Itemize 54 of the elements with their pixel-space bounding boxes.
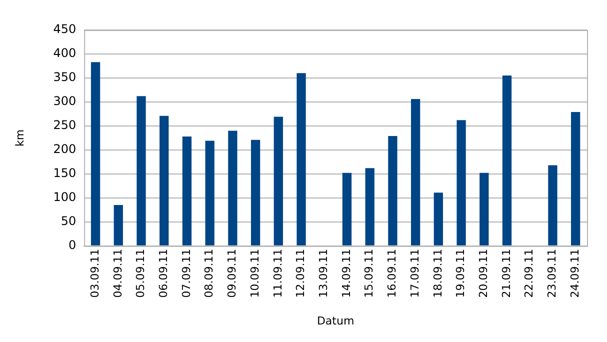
- y-tick-label: 300: [53, 94, 76, 108]
- bar: [502, 76, 512, 246]
- bar: [410, 99, 420, 246]
- y-tick-label: 200: [53, 142, 76, 156]
- bar: [250, 140, 260, 246]
- bar: [571, 112, 580, 246]
- x-tick-label: 03.09.11: [88, 248, 102, 298]
- x-tick-label: 19.09.11: [454, 248, 468, 298]
- x-tick-label: 24.09.11: [568, 248, 582, 298]
- x-tick-label: 22.09.11: [522, 248, 536, 298]
- bar: [160, 116, 169, 246]
- x-tick-label: 14.09.11: [340, 248, 353, 298]
- bar: [205, 140, 214, 246]
- x-tick-label: 09.09.11: [226, 248, 239, 298]
- x-tick-label: 12.09.11: [294, 248, 308, 298]
- bar: [456, 120, 466, 246]
- x-tick-label: 15.09.11: [362, 248, 376, 298]
- y-tick-label: 350: [53, 70, 76, 84]
- y-axis-title: km: [13, 129, 26, 146]
- bar: [434, 192, 443, 246]
- x-tick-label: 08.09.11: [202, 248, 216, 298]
- y-tick-label: 50: [60, 214, 76, 228]
- bar: [342, 172, 352, 246]
- bar: [480, 172, 489, 246]
- x-tick-label: 05.09.11: [134, 248, 148, 298]
- y-tick-label: 400: [53, 46, 76, 60]
- y-tick-label: 250: [53, 118, 76, 132]
- bar: [296, 73, 306, 246]
- x-tick-label: 04.09.11: [111, 248, 124, 298]
- x-axis-title: Datum: [316, 314, 354, 328]
- bar: [365, 168, 374, 246]
- x-tick-label: 21.09.11: [500, 248, 513, 298]
- y-tick-label: 0: [68, 238, 76, 252]
- x-tick-label: 17.09.11: [408, 248, 422, 298]
- x-tick-label: 16.09.11: [386, 248, 399, 298]
- x-tick-label: 18.09.11: [431, 248, 444, 298]
- bar: [136, 96, 146, 246]
- x-tick-label: 13.09.11: [316, 248, 330, 298]
- bar: [182, 136, 192, 246]
- bar: [114, 205, 123, 246]
- bar: [274, 116, 283, 246]
- bar: [388, 136, 398, 246]
- y-tick-label: 150: [53, 166, 76, 180]
- x-tick-label: 20.09.11: [476, 248, 490, 298]
- y-tick-label: 450: [53, 22, 76, 36]
- bar: [90, 62, 100, 246]
- x-tick-label: 10.09.11: [248, 248, 262, 298]
- x-tick-label: 07.09.11: [180, 248, 193, 298]
- x-tick-label: 23.09.11: [546, 248, 559, 298]
- x-tick-label: 11.09.11: [271, 248, 284, 298]
- bar: [548, 165, 558, 246]
- y-tick-label: 100: [53, 190, 76, 204]
- x-tick-label: 06.09.11: [156, 248, 170, 298]
- bar: [228, 130, 238, 246]
